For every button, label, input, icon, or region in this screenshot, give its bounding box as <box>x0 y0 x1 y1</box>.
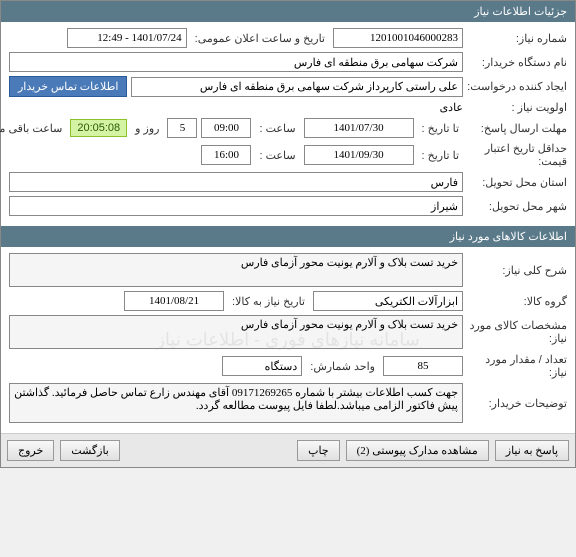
label-days-and: روز و <box>131 122 163 135</box>
footer-toolbar: پاسخ به نیاز مشاهده مدارک پیوستی (2) چاپ… <box>1 433 575 467</box>
field-province <box>9 172 463 192</box>
label-overall-desc: شرح کلی نیاز: <box>467 264 567 277</box>
field-goods-group <box>313 291 463 311</box>
label-qty: تعداد / مقدار مورد نیاز: <box>467 353 567 379</box>
need-info-form: شماره نیاز: تاریخ و ساعت اعلان عمومی: نا… <box>1 22 575 226</box>
contact-info-button[interactable]: اطلاعات تماس خریدار <box>9 76 127 97</box>
label-city: شهر محل تحویل: <box>467 200 567 213</box>
field-qty <box>383 356 463 376</box>
need-details-window: جزئیات اطلاعات نیاز شماره نیاز: تاریخ و … <box>0 0 576 468</box>
section-header-goods-info: اطلاعات کالاهای مورد نیاز <box>1 226 575 247</box>
label-to-date-1: تا تاریخ : <box>418 122 463 135</box>
field-city <box>9 196 463 216</box>
back-button[interactable]: بازگشت <box>60 440 120 461</box>
field-validity-hour <box>201 145 251 165</box>
value-priority: عادی <box>440 101 463 114</box>
field-answer-date <box>304 118 414 138</box>
label-need-number: شماره نیاز: <box>467 32 567 45</box>
field-goods-need-date <box>124 291 224 311</box>
field-buyer-name <box>9 52 463 72</box>
respond-button[interactable]: پاسخ به نیاز <box>495 440 569 461</box>
label-goods-spec: مشخصات کالای مورد نیاز: <box>467 319 567 345</box>
label-buyer-notes: توضیحات خریدار: <box>467 397 567 410</box>
field-need-number <box>333 28 463 48</box>
label-goods-group: گروه کالا: <box>467 295 567 308</box>
field-validity-date <box>304 145 414 165</box>
label-goods-need-date: تاریخ نیاز به کالا: <box>228 295 309 308</box>
label-unit: واحد شمارش: <box>306 360 379 373</box>
exit-button[interactable]: خروج <box>7 440 54 461</box>
label-priority: اولویت نیاز : <box>467 101 567 114</box>
label-public-announce: تاریخ و ساعت اعلان عمومی: <box>191 32 329 45</box>
label-time-remaining: ساعت باقی مانده <box>0 122 66 135</box>
attachments-button[interactable]: مشاهده مدارک پیوستی (2) <box>346 440 489 461</box>
field-unit <box>222 356 302 376</box>
label-province: استان محل تحویل: <box>467 176 567 189</box>
label-hour-2: ساعت : <box>255 149 299 162</box>
print-button[interactable]: چاپ <box>297 440 340 461</box>
label-hour-1: ساعت : <box>255 122 299 135</box>
label-to-date-2: تا تاریخ : <box>418 149 463 162</box>
label-answer-deadline: مهلت ارسال پاسخ: <box>467 122 567 135</box>
field-time-remaining: 20:05:08 <box>70 119 127 137</box>
label-validity-deadline: حداقل تاریخ اعتبار قیمت: <box>467 142 567 168</box>
field-public-announce <box>67 28 187 48</box>
goods-info-form: شرح کلی نیاز: گروه کالا: تاریخ نیاز به ک… <box>1 247 575 433</box>
field-answer-hour <box>201 118 251 138</box>
field-overall-desc <box>9 253 463 287</box>
field-days-remaining <box>167 118 197 138</box>
label-buyer-name: نام دستگاه خریدار: <box>467 56 567 69</box>
field-requester <box>131 77 463 97</box>
field-buyer-notes <box>9 383 463 423</box>
section-header-need-info: جزئیات اطلاعات نیاز <box>1 1 575 22</box>
label-requester: ایجاد کننده درخواست: <box>467 80 567 93</box>
field-goods-spec <box>9 315 463 349</box>
